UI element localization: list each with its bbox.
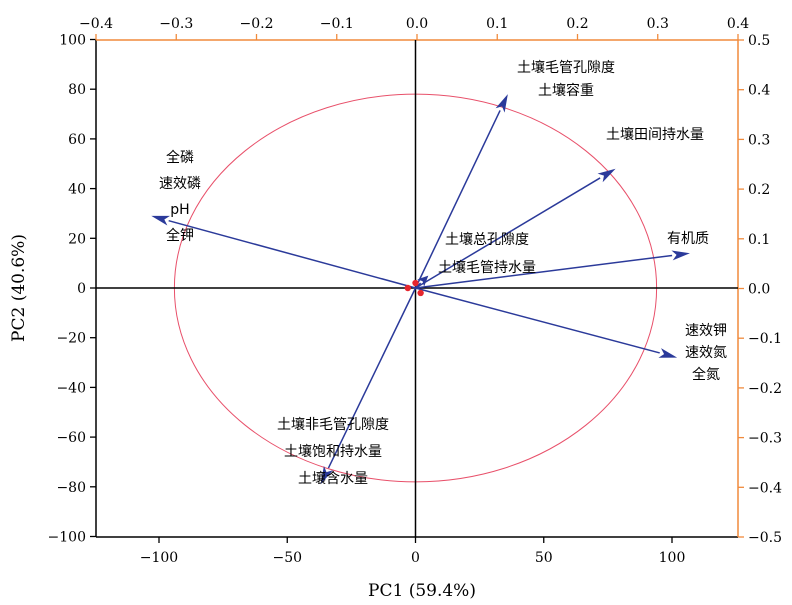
loading-arrow-3 <box>415 254 673 289</box>
variable-label: 有机质 <box>667 231 709 247</box>
arrowhead-4 <box>417 275 429 287</box>
variable-label: 速效氮 <box>685 345 727 361</box>
right-tick-label: 0.5 <box>748 33 770 49</box>
y-tick-label: 60 <box>68 132 86 148</box>
y-tick-label: −20 <box>56 331 86 347</box>
variable-label: 土壤饱和持水量 <box>284 443 382 460</box>
loading-arrow-0 <box>168 219 416 289</box>
variable-label: 速效钾 <box>685 323 727 339</box>
arrowhead-1 <box>495 94 508 113</box>
right-tick-label: −0.1 <box>748 331 782 347</box>
x-tick-label: 0 <box>411 550 420 566</box>
score-point-2 <box>417 289 424 297</box>
top-tick-label: −0.4 <box>79 16 113 32</box>
variable-label: 速效磷 <box>159 176 201 192</box>
loading-arrow-1 <box>414 110 501 289</box>
right-tick-label: −0.4 <box>748 480 782 496</box>
top-tick-label: −0.1 <box>320 16 354 32</box>
y-axis-title: PC2 (40.6%) <box>9 234 29 342</box>
arrowhead-0 <box>151 215 170 226</box>
y-tick-label: 80 <box>68 82 86 98</box>
y-tick-label: 20 <box>68 231 86 247</box>
right-tick-label: −0.3 <box>748 431 782 447</box>
loading-arrows <box>151 94 690 485</box>
top-tick-label: −0.2 <box>240 16 274 32</box>
right-tick-label: 0.3 <box>748 132 770 148</box>
y-tick-label: −80 <box>56 480 86 496</box>
variable-label: pH <box>170 202 189 218</box>
top-tick-label: 0.2 <box>566 16 588 32</box>
y-tick-label: −100 <box>48 530 86 546</box>
right-tick-label: −0.2 <box>748 381 782 397</box>
variable-label: 土壤非毛管孔隙度 <box>277 416 389 433</box>
variable-label: 土壤总孔隙度 <box>445 231 529 248</box>
arrowhead-3 <box>671 250 690 261</box>
loading-arrow-4 <box>414 282 422 289</box>
score-point-0 <box>404 284 412 292</box>
y-tick-label: 100 <box>59 33 86 49</box>
axis-ticks: −100 −50 0 50 100 −100 −80 −60 −40 −20 0 20 40 60 80 10… <box>48 16 783 566</box>
arrowhead-2 <box>597 168 616 183</box>
origin-points <box>404 279 424 297</box>
variable-label: 土壤含水量 <box>298 470 368 487</box>
variable-label: 土壤容重 <box>538 82 594 99</box>
top-tick-label: −0.3 <box>159 16 193 32</box>
top-tick-label: 0.3 <box>647 16 669 32</box>
x-tick-label: 100 <box>659 550 686 566</box>
right-tick-label: 0.1 <box>748 232 770 248</box>
y-tick-label: −40 <box>56 380 86 396</box>
x-tick-label: 50 <box>535 550 553 566</box>
variable-label: 全氮 <box>692 366 720 383</box>
loading-arrow-2 <box>415 177 601 289</box>
arrowhead-6 <box>320 465 333 485</box>
right-tick-label: 0.2 <box>748 182 770 198</box>
x-tick-label: −100 <box>140 550 178 566</box>
score-point-1 <box>412 279 419 287</box>
top-tick-label: 0.4 <box>727 16 749 32</box>
x-axis-title: PC1 (59.4%) <box>368 581 476 601</box>
variable-label: 全钾 <box>166 227 194 244</box>
variable-label: 全磷 <box>166 149 194 166</box>
loading-arrow-5 <box>415 287 660 354</box>
right-tick-label: −0.5 <box>748 530 782 546</box>
variable-label: 土壤毛管持水量 <box>438 259 536 276</box>
right-tick-label: 0.4 <box>748 83 770 99</box>
variable-label: 土壤田间持水量 <box>606 126 704 143</box>
variable-label: 土壤毛管孔隙度 <box>517 59 615 76</box>
right-tick-label: 0.0 <box>748 282 770 298</box>
x-tick-label: −50 <box>272 550 302 566</box>
top-tick-label: 0.1 <box>486 16 508 32</box>
y-tick-label: −60 <box>56 430 86 446</box>
loading-arrow-6 <box>327 287 417 469</box>
top-tick-label: 0.0 <box>406 16 428 32</box>
arrowhead-5 <box>658 348 678 358</box>
y-tick-label: 40 <box>68 182 86 198</box>
y-tick-label: 0 <box>77 281 86 297</box>
